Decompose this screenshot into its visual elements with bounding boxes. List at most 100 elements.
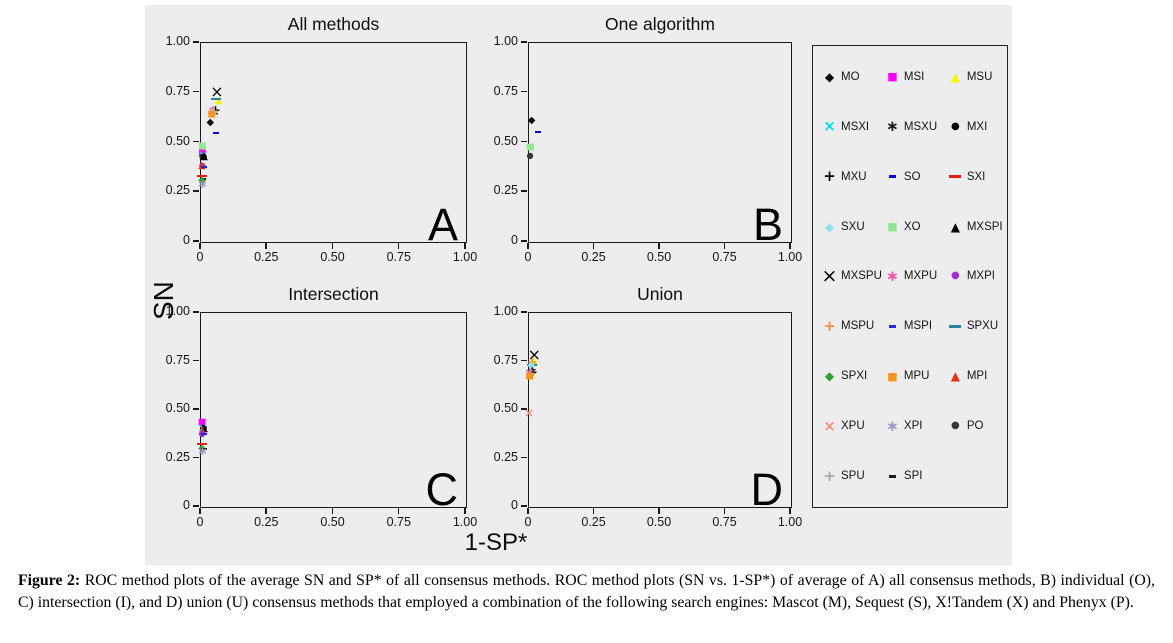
x-tick: [658, 243, 660, 249]
plus-marker-icon-spu: +: [209, 103, 220, 118]
x-tick-label: 1.00: [777, 250, 803, 264]
dash-long-marker-icon-spxu: [210, 97, 221, 100]
legend-item-so: SO: [885, 152, 948, 202]
legend-label-mpi: MPI: [966, 370, 988, 383]
legend-item-spi: SPI: [885, 451, 948, 501]
circle-marker-icon-mxi: ●: [200, 422, 208, 433]
x-marker-icon-msxi: ×: [197, 421, 208, 436]
legend-label-xpi: XPI: [903, 420, 923, 433]
y-tick: [521, 456, 527, 458]
y-tick-label: 0.50: [165, 401, 190, 415]
legend-label-po: PO: [966, 420, 984, 433]
X-marker-icon-mxspu: ×: [527, 345, 541, 364]
asterisk-marker-icon-legend-xpi: ∗: [886, 416, 899, 435]
legend-item-sxi: SXI: [948, 152, 1005, 202]
x-tick-label: 0.50: [646, 250, 672, 264]
y-tick: [521, 240, 527, 242]
legend-marker-mpu: ■: [885, 371, 900, 382]
dash-marker-icon-so: [535, 130, 542, 133]
legend-label-mxspu: MXSPU: [841, 270, 882, 283]
legend-item-msxi: × MSXI: [822, 102, 885, 152]
circle-marker-icon-legend-po: ●: [950, 420, 960, 432]
y-tick: [193, 140, 199, 142]
data-point-mxpu: ∗: [524, 366, 534, 379]
plus-marker-icon-legend-mspu: +: [823, 316, 836, 335]
x-tick: [723, 508, 725, 514]
figure-2-panel: All methods A ×▲∗+∗+◆+■◆×■■×●●▲●▲◆∗ 1.00…: [145, 5, 1012, 565]
data-point-xpu: ×: [197, 140, 207, 153]
x-tick: [397, 508, 400, 514]
data-point-mxspi: ▲: [200, 151, 208, 163]
circle-marker-icon-mxpi: ●: [198, 160, 206, 171]
data-point-mspi: [200, 166, 207, 169]
x-tick-label: 1.00: [452, 515, 478, 529]
legend-marker-spxi: ◆: [822, 370, 837, 382]
diamond-marker-icon-legend-sxu: ◆: [824, 219, 835, 234]
data-point-mspi: [201, 433, 208, 436]
x-tick-label: 0.50: [320, 515, 345, 529]
plot-title-union: Union: [637, 284, 683, 304]
circle-marker-icon-po: ●: [526, 150, 534, 161]
plus-marker-icon-legend-mxu: +: [823, 167, 836, 186]
triangle-marker-icon-mxspi: ▲: [200, 151, 208, 163]
circle-marker-icon-legend-mxpi: ●: [950, 270, 960, 282]
data-point-msxu: ∗: [209, 104, 220, 119]
legend-label-so: SO: [903, 170, 921, 183]
legend-item-spxu: SPXU: [948, 301, 1005, 351]
legend-marker-mo: ◆: [822, 71, 837, 83]
x-tick: [265, 243, 267, 249]
square-marker-icon-msi: ■: [198, 148, 207, 159]
data-point-mxpi: ●: [198, 429, 205, 437]
data-point-msxi: ×: [197, 421, 208, 436]
data-point-mxpu: ∗: [207, 102, 219, 117]
legend-marker-msu: ▲: [948, 71, 963, 83]
data-point-mo: ◆: [206, 117, 214, 128]
data-point-mspu: +: [527, 355, 537, 368]
y-tick-label: 1.00: [493, 34, 518, 48]
y-tick: [521, 359, 527, 361]
legend-item-mxi: ● MXI: [948, 102, 1005, 152]
circle-marker-icon-legend-mxi: ●: [950, 120, 960, 132]
square-marker-icon-mpu: ■: [525, 371, 534, 382]
square-marker-icon-legend-mpu: ■: [887, 369, 898, 383]
figure-caption: Figure 2: ROC method plots of the averag…: [18, 570, 1155, 614]
legend-label-spi: SPI: [903, 470, 923, 483]
asterisk-marker-icon-msxu: ∗: [209, 104, 220, 119]
diamond-marker-icon-sxu: ◆: [527, 360, 535, 372]
legend-marker-mxu: +: [822, 169, 837, 184]
legend-marker-so: [885, 175, 900, 179]
x-tick: [397, 243, 400, 249]
x-tick-label: 0.25: [581, 515, 606, 529]
asterisk-marker-icon-mxpu: ∗: [207, 102, 219, 117]
legend-item-mspi: MSPI: [885, 301, 948, 351]
legend-label-msu: MSU: [966, 70, 993, 83]
x-tick: [789, 243, 791, 249]
x-marker-icon-legend-msxi: ×: [823, 117, 836, 136]
triangle-marker-icon-msu: ▲: [529, 354, 538, 366]
data-point-msi: ■: [198, 418, 207, 427]
legend-marker-mxpi: ●: [948, 271, 963, 281]
data-point-spu: +: [209, 103, 220, 118]
triangle-marker-icon-mpi: ▲: [198, 425, 207, 437]
data-point-spu: +: [525, 367, 535, 380]
legend-label-msi: MSI: [903, 70, 925, 83]
y-tick-label: 0.75: [165, 352, 190, 367]
data-point-msu: ▲: [214, 96, 222, 106]
triangle-marker-icon-legend-mxspi: ▲: [950, 219, 960, 234]
data-point-mspu: +: [206, 105, 216, 118]
triangle-marker-icon-legend-mpi: ▲: [950, 369, 960, 384]
legend-item-xpu: × XPU: [822, 401, 885, 451]
legend-label-xo: XO: [903, 220, 921, 233]
legend-item-msu: ▲ MSU: [948, 52, 1005, 102]
dash-marker-icon-legend-so: [888, 175, 896, 179]
asterisk-marker-icon-legend-msxu: ∗: [886, 117, 899, 136]
data-point-mxi: ●: [200, 423, 207, 431]
legend-marker-spi: [885, 474, 900, 478]
y-tick-label: 0.25: [165, 183, 190, 198]
y-tick-label: 0: [511, 498, 518, 512]
y-tick: [193, 311, 199, 313]
x-tick-label: 0.75: [386, 250, 411, 264]
y-tick-label: 0.25: [493, 449, 518, 464]
X-marker-icon-mxspu: ×: [210, 82, 224, 101]
x-tick: [527, 508, 529, 514]
